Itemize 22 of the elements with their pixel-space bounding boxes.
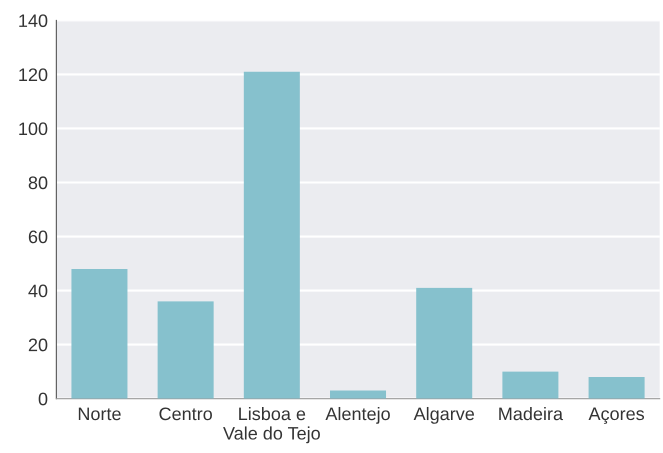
bar [588, 377, 645, 399]
x-tick-label: Algarve [414, 406, 474, 424]
x-tick-label: Açores [588, 408, 644, 424]
bar [158, 301, 214, 399]
y-tick-label: 140 [19, 14, 48, 28]
y-tick-label: 100 [19, 122, 48, 136]
x-tick-label: Madeira [499, 406, 564, 420]
bar [330, 390, 386, 399]
x-tick-label: Norte [78, 408, 121, 420]
y-tick-label: 20 [28, 338, 48, 352]
x-tick-label: Centro [159, 407, 212, 420]
bar [502, 372, 558, 399]
x-tick-label: Lisboa e Vale do Tejo [223, 406, 320, 444]
y-tick-label: 80 [28, 176, 48, 190]
y-tick-label: 0 [38, 392, 48, 406]
x-tick-label: Alentejo [325, 406, 390, 424]
bar [244, 72, 300, 399]
y-tick-label: 60 [28, 230, 48, 244]
bar [416, 288, 472, 399]
y-tick-label: 40 [28, 284, 48, 298]
y-tick-label: 120 [19, 68, 48, 82]
bar [71, 268, 128, 399]
